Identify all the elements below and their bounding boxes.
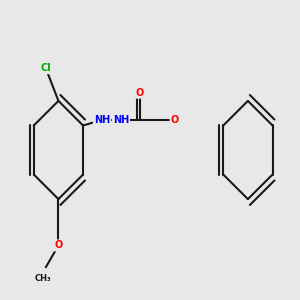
- Text: NH: NH: [94, 115, 110, 125]
- Text: CH₃: CH₃: [34, 274, 51, 283]
- Text: O: O: [170, 115, 179, 125]
- Text: O: O: [54, 241, 62, 250]
- Text: NH: NH: [113, 115, 129, 125]
- Text: Cl: Cl: [40, 63, 51, 73]
- Text: O: O: [136, 88, 144, 98]
